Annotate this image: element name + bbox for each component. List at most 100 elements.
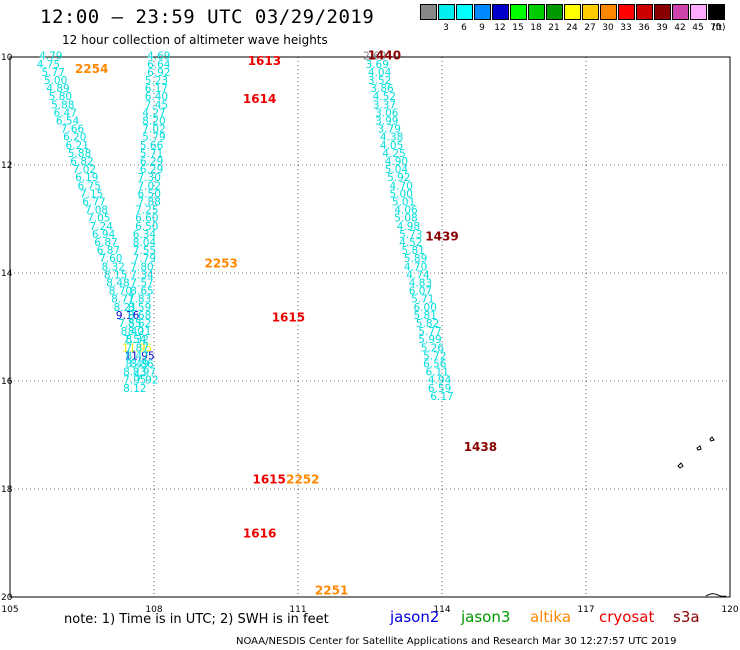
wave-height-value: 3.37	[373, 99, 396, 111]
wave-height-value: 7.55	[133, 245, 156, 257]
page-title: 12:00 – 23:59 UTC 03/29/2019	[40, 6, 375, 28]
scale-swatch	[654, 4, 671, 20]
wave-height-value: 3.99	[375, 116, 398, 128]
wave-height-value: 4.38	[380, 132, 403, 144]
satellite-legend-altika: altika	[530, 608, 572, 626]
wave-height-value: 6.92	[147, 67, 170, 79]
scale-swatch	[636, 4, 653, 20]
wave-height-value: 7.34	[130, 269, 154, 281]
wave-height-value: 6.56	[423, 359, 447, 371]
wave-height-value: 6.50	[135, 221, 158, 233]
wave-height-value: 7.83	[128, 294, 151, 306]
lon-tick-label: 108	[145, 605, 162, 615]
wave-height-value: 7.92	[135, 375, 158, 387]
wave-height-value: 5.92	[387, 172, 410, 184]
scale-label: 9	[479, 23, 485, 33]
island-marker	[705, 593, 727, 597]
wave-height-value: 6.54	[56, 116, 80, 128]
page-subtitle: 12 hour collection of altimeter wave hei…	[62, 33, 328, 47]
wave-height-value: 6.34	[133, 229, 157, 241]
wave-height-value: 8.20	[142, 116, 165, 128]
wave-height-value: 4.70	[390, 180, 413, 192]
wave-height-value: 5.08	[394, 213, 417, 225]
wave-height-value: 8.49	[126, 359, 149, 371]
pass-time-label: 1439	[425, 230, 458, 244]
lon-tick-label: 105	[1, 605, 18, 615]
wave-height-value: 7.57	[130, 278, 153, 290]
scale-swatch	[510, 4, 527, 20]
wave-height-value: 4.52	[399, 237, 422, 249]
scale-label: 27	[584, 23, 596, 33]
wave-height-value: 5.72	[423, 350, 446, 362]
wave-height-value: 8.23	[123, 367, 146, 379]
wave-height-value: 7.66	[61, 124, 85, 136]
wave-height-value: 8.04	[133, 237, 157, 249]
scale-swatch	[456, 4, 473, 20]
scale-swatch	[708, 4, 725, 20]
wave-height-value: 7.54	[123, 334, 147, 346]
satellite-legend-s3a: s3a	[673, 608, 700, 626]
wave-height-value: 5.66	[140, 140, 164, 152]
scale-label: 30	[602, 23, 614, 33]
wave-height-value: 5.77	[418, 326, 441, 338]
scale-swatch	[474, 4, 491, 20]
axis-tick-labels: 105 108 111 114 117 120 10 12 14 16 18 20	[1, 53, 739, 615]
wave-height-value: 4.98	[397, 221, 420, 233]
wave-height-value: 11.95	[122, 342, 152, 354]
wave-height-value: 4.70	[404, 261, 427, 273]
scale-swatch	[564, 4, 581, 20]
island-marker	[696, 445, 702, 451]
pass-time-label: 1615	[252, 473, 285, 487]
lat-tick-label: 14	[1, 269, 13, 279]
wave-height-value: 6.77	[82, 197, 105, 209]
scale-label: 3	[443, 23, 449, 33]
wave-height-value: 5.73	[399, 229, 422, 241]
wave-height-value: 6.11	[426, 367, 449, 379]
wave-height-value: 5.80	[49, 91, 72, 103]
wave-height-value: 11.95	[125, 350, 155, 362]
scale-label: 21	[548, 23, 560, 33]
wave-height-value: 6.47	[54, 107, 77, 119]
wave-height-value: 4.04	[368, 67, 392, 79]
lon-tick-label: 120	[721, 605, 738, 615]
satellite-legend-cryosat: cryosat	[599, 608, 655, 626]
wave-height-value: 5.77	[42, 67, 65, 79]
wave-height-value: 8.21	[128, 326, 151, 338]
wave-height-value: 6.29	[140, 156, 163, 168]
scale-label: 36	[638, 23, 650, 33]
scale-label: 33	[620, 23, 632, 33]
wave-height-value: 5.88	[51, 99, 74, 111]
wave-height-value: 5.82	[416, 318, 439, 330]
scale-label: 39	[656, 23, 668, 33]
wave-height-value: 7.55	[118, 318, 141, 330]
wave-height-value: 5.79	[142, 132, 165, 144]
wave-height-value: 8.59	[128, 302, 151, 314]
wave-height-value: 6.60	[135, 213, 158, 225]
lat-tick-label: 16	[1, 377, 13, 387]
wave-height-value: 7.30	[138, 172, 161, 184]
island-shapes	[677, 436, 727, 597]
wave-height-value: 3.06	[375, 107, 399, 119]
wave-height-value: 5.04	[385, 164, 409, 176]
wave-height-value: 7.08	[85, 205, 108, 217]
wave-height-value: 7.25	[135, 205, 158, 217]
pass-time-label: 1440	[368, 49, 401, 63]
wave-height-value: 7.02	[138, 180, 161, 192]
wave-height-value: 6.17	[145, 83, 168, 95]
wave-height-value: 8.32	[126, 334, 149, 346]
pass-time-label: 1613	[248, 54, 281, 68]
wave-height-value: 6.07	[409, 286, 432, 298]
wave-height-value: 6.59	[428, 383, 451, 395]
wave-height-value: 6.82	[70, 156, 93, 168]
wave-height-value: 4.06	[394, 205, 418, 217]
scale-swatch	[528, 4, 545, 20]
pass-time-label: 1615	[272, 311, 305, 325]
wave-height-value: 7.45	[145, 99, 168, 111]
wave-height-value: 6.19	[75, 172, 98, 184]
wave-height-value: 2.69	[363, 51, 386, 63]
wave-height-value: 5.81	[402, 245, 425, 257]
lat-lon-grid	[10, 57, 730, 597]
wave-height-value: 9.16	[116, 310, 140, 322]
wave-height-value: 4.05	[380, 140, 403, 152]
wave-height-value: 4.79	[39, 51, 62, 63]
